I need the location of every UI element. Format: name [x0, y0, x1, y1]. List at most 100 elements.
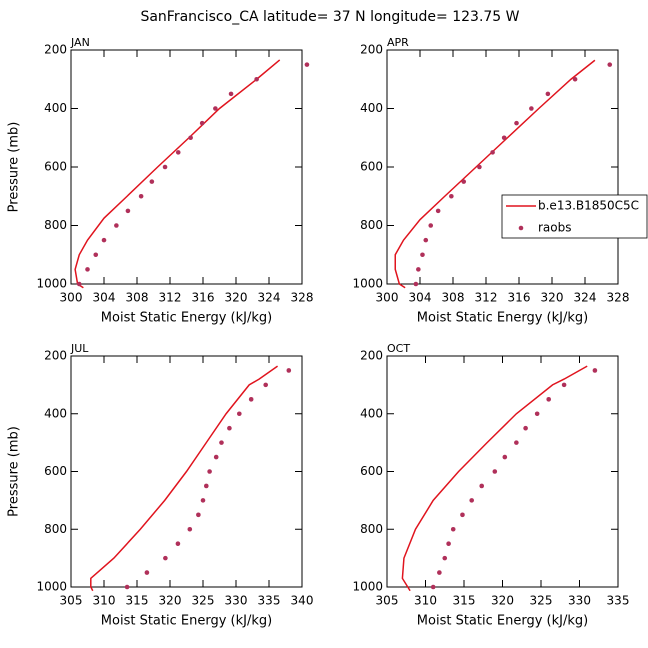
- panel: JAN Moist Static Energy (kJ/kg) Pressure (…: [7, 36, 314, 326]
- y-axis-title: Pressure (mb): [7, 426, 22, 517]
- x-tick-label: 312: [159, 291, 182, 305]
- y-tick-label: 1000: [36, 580, 67, 594]
- obs-point: [93, 252, 99, 258]
- x-tick-label: 330: [225, 594, 248, 608]
- obs-point: [227, 425, 232, 431]
- obs-point: [490, 150, 495, 155]
- obs-point: [213, 454, 219, 460]
- x-tick-label: 300: [376, 291, 399, 305]
- x-tick-label: 324: [574, 291, 597, 305]
- x-tick-label: 320: [159, 594, 182, 608]
- obs-point: [85, 267, 90, 272]
- x-tick-label: 315: [453, 594, 476, 608]
- obs-point: [125, 208, 131, 214]
- y-tick-label: 200: [360, 349, 383, 363]
- obs-point: [546, 397, 551, 402]
- obs-point: [124, 584, 130, 590]
- x-tick-label: 308: [442, 291, 465, 305]
- legend-marker: [518, 225, 524, 231]
- obs-point: [199, 120, 205, 126]
- y-tick-label: 800: [44, 218, 67, 232]
- y-tick-label: 800: [360, 218, 383, 232]
- panel: OCT Moist Static Energy (kJ/kg) 305 310 315 3…: [352, 342, 629, 629]
- obs-point: [286, 368, 292, 373]
- y-tick-label: 400: [44, 101, 67, 115]
- obs-point: [435, 208, 441, 214]
- x-tick-label: 340: [291, 594, 314, 608]
- x-tick-label: 316: [192, 291, 215, 305]
- obs-point: [138, 193, 144, 199]
- x-tick-label: 325: [530, 594, 553, 608]
- obs-point: [207, 469, 212, 474]
- y-tick-label: 600: [44, 160, 67, 174]
- obs-point: [254, 76, 259, 82]
- obs-point: [501, 135, 507, 141]
- obs-point: [204, 483, 209, 489]
- y-tick-label: 1000: [36, 277, 67, 291]
- obs-point: [477, 164, 482, 170]
- x-tick-label: 300: [60, 291, 83, 305]
- x-axis-title: Moist Static Energy (kJ/kg): [101, 614, 272, 629]
- x-tick-label: 315: [126, 594, 149, 608]
- x-tick-label: 328: [607, 291, 630, 305]
- obs-point: [420, 252, 425, 258]
- x-tick-label: 320: [225, 291, 248, 305]
- model-line: [74, 59, 281, 289]
- model-line: [90, 365, 279, 592]
- obs-point: [469, 498, 475, 503]
- x-tick-label: 305: [376, 594, 399, 608]
- y-tick-label: 400: [360, 101, 383, 115]
- obs-point: [460, 512, 465, 518]
- y-tick-label: 200: [44, 43, 67, 57]
- panel-title: OCT: [387, 342, 410, 355]
- obs-point: [442, 555, 448, 561]
- obs-point: [114, 223, 119, 228]
- panel: APR Moist Static Energy (kJ/kg) 300 304 308 3…: [352, 36, 648, 326]
- obs-point: [304, 62, 310, 67]
- y-tick-label: 400: [360, 406, 383, 420]
- y-tick-label: 800: [360, 522, 383, 536]
- y-tick-label: 600: [360, 464, 383, 478]
- x-tick-label: 325: [192, 594, 215, 608]
- x-tick-label: 310: [414, 594, 437, 608]
- obs-point: [213, 106, 218, 111]
- obs-point: [196, 512, 201, 518]
- x-tick-label: 320: [541, 291, 564, 305]
- y-tick-label: 400: [44, 406, 67, 420]
- obs-point: [200, 498, 206, 503]
- legend-box: [501, 194, 648, 239]
- obs-point: [446, 541, 451, 546]
- obs-point: [144, 570, 150, 575]
- y-tick-label: 600: [360, 160, 383, 174]
- y-tick-label: 1000: [352, 580, 383, 594]
- y-tick-label: 200: [44, 349, 67, 363]
- obs-point: [492, 469, 498, 474]
- x-tick-label: 312: [475, 291, 498, 305]
- obs-point: [523, 425, 528, 431]
- obs-point: [572, 76, 578, 82]
- x-tick-label: 316: [508, 291, 531, 305]
- obs-point: [163, 555, 168, 561]
- obs-point: [228, 91, 234, 97]
- obs-point: [413, 281, 419, 287]
- obs-point: [263, 382, 269, 388]
- obs-point: [514, 440, 519, 445]
- y-axis-title: Pressure (mb): [7, 122, 22, 213]
- obs-point: [502, 454, 508, 460]
- panel-title: JAN: [70, 36, 90, 49]
- plot-frame: [386, 355, 619, 588]
- panel-title: APR: [387, 36, 409, 49]
- obs-point: [162, 164, 168, 170]
- obs-point: [561, 382, 567, 388]
- obs-point: [237, 411, 242, 417]
- obs-point: [479, 483, 485, 489]
- obs-point: [428, 223, 434, 228]
- x-tick-label: 335: [607, 594, 630, 608]
- y-tick-label: 200: [360, 43, 383, 57]
- x-tick-label: 335: [258, 594, 281, 608]
- x-tick-label: 330: [568, 594, 591, 608]
- obs-point: [248, 397, 254, 402]
- obs-point: [187, 526, 193, 532]
- obs-point: [175, 541, 181, 546]
